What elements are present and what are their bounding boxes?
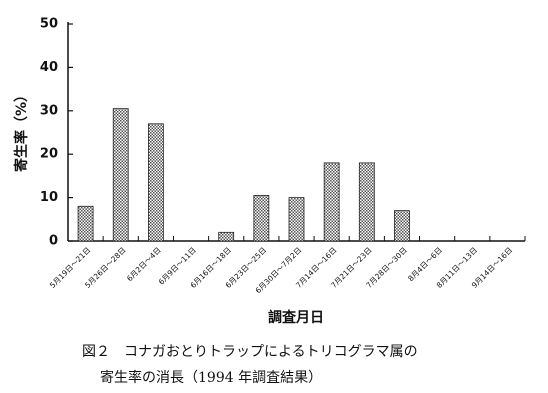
bar — [288, 197, 305, 242]
bar — [147, 123, 164, 242]
caption: 図２ コナガおとりトラップによるトリコグラマ属の — [82, 344, 418, 360]
bar — [253, 195, 270, 242]
y-tick-label: 20 — [40, 147, 58, 162]
y-tick-label: 50 — [40, 17, 58, 32]
bar — [218, 231, 235, 242]
bar — [358, 162, 375, 242]
y-tick-label: 40 — [40, 60, 58, 75]
bar — [394, 210, 410, 242]
bar — [77, 205, 94, 242]
x-axis-label: 調査月日 — [268, 309, 324, 326]
y-axis-label: 寄生率（%） — [13, 88, 30, 172]
bar — [112, 108, 129, 242]
x-tick-label: 6月2日～4日 — [125, 245, 163, 283]
y-tick-label: 10 — [40, 190, 58, 205]
y-tick-label: 30 — [40, 103, 58, 118]
y-tick-label: 0 — [49, 234, 58, 249]
caption: 寄生率の消長（1994 年調査結果） — [100, 369, 322, 386]
x-tick-label: 8月4日～6日 — [406, 245, 444, 283]
bar — [323, 162, 340, 242]
